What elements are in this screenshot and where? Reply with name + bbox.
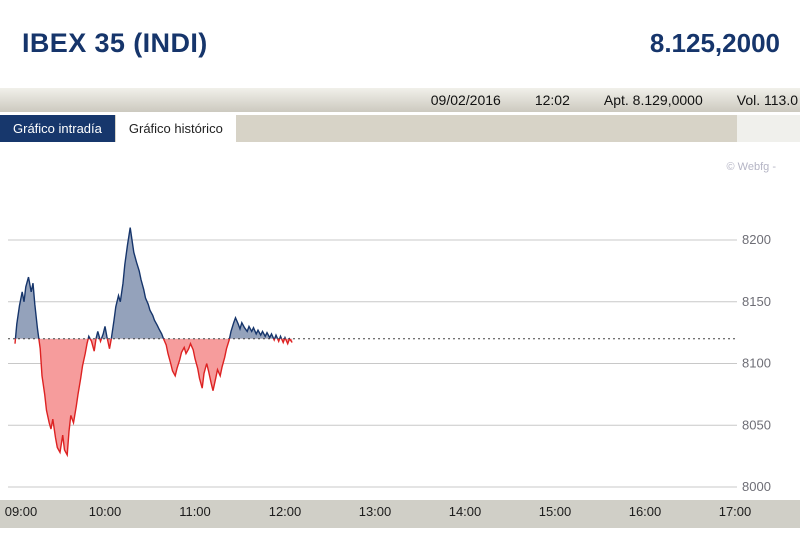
open-value: 8.129,0000 (632, 92, 703, 108)
open-label: Apt. (603, 92, 629, 108)
volume: Vol. 113.0 (737, 92, 798, 108)
y-tick-label: 8100 (742, 356, 771, 371)
y-tick-label: 8150 (742, 294, 771, 309)
x-tick-label: 13:00 (359, 504, 392, 519)
tab-historical-chart[interactable]: Gráfico histórico (115, 115, 236, 142)
last-price: 8.125,2000 (649, 27, 780, 58)
chart-tabs: Gráfico intradía Gráfico histórico (0, 115, 800, 142)
y-tick-label: 8050 (742, 417, 771, 432)
x-tick-label: 15:00 (539, 504, 572, 519)
x-tick-label: 12:00 (269, 504, 302, 519)
price-line-above (14, 227, 291, 339)
x-tick-label: 14:00 (449, 504, 482, 519)
intraday-chart: 8000 8050 8100 8150 8200 09:00 10:00 11:00 12:00… (0, 142, 800, 528)
x-tick-label: 09:00 (5, 504, 38, 519)
area-below-reference (15, 338, 293, 455)
y-tick-label: 8000 (742, 479, 771, 494)
tab-intraday-chart[interactable]: Gráfico intradía (0, 115, 115, 142)
x-tick-label: 10:00 (89, 504, 122, 519)
divider (0, 86, 800, 88)
divider (0, 112, 800, 115)
quote-time: 12:02 (534, 92, 570, 108)
open-price: Apt. 8.129,0000 (604, 92, 703, 108)
instrument-title: IBEX 35 (INDI) (22, 27, 208, 58)
volume-label: Vol. (736, 92, 761, 108)
x-tick-label: 17:00 (719, 504, 752, 519)
x-tick-label: 16:00 (629, 504, 662, 519)
y-tick-label: 8200 (742, 232, 771, 247)
x-axis-strip (0, 500, 800, 528)
x-tick-label: 11:00 (179, 504, 211, 519)
volume-value: 113.0 (764, 92, 798, 108)
header: IBEX 35 (INDI) 8.125,2000 (0, 0, 800, 86)
intraday-chart-svg: 8000 8050 8100 8150 8200 09:00 10:00 11:00 12:00… (0, 142, 800, 528)
info-bar: 09/02/2016 12:02 Apt. 8.129,0000 Vol. 11… (0, 88, 800, 112)
quote-date: 09/02/2016 (430, 92, 501, 108)
chart-watermark: © Webfg - (727, 161, 777, 173)
price-line-below (14, 338, 293, 458)
